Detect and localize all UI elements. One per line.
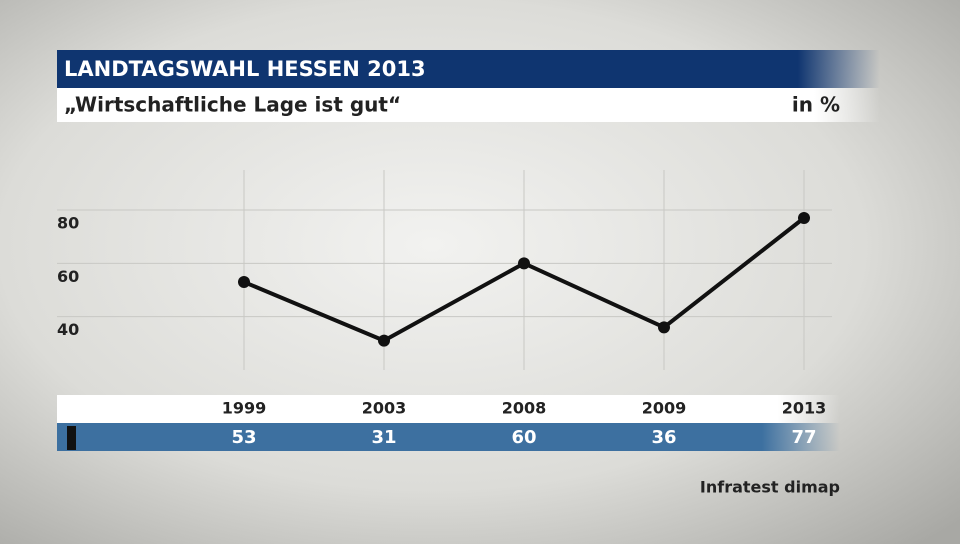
x-tick-label: 2013 (782, 399, 827, 418)
value-label: 31 (371, 427, 396, 448)
x-tick-label: 2003 (362, 399, 407, 418)
point (798, 212, 810, 224)
y-tick-label: 40 (57, 320, 79, 339)
category-row (57, 395, 840, 423)
title-bar (57, 50, 880, 88)
point (518, 257, 530, 270)
chart-subtitle: „Wirtschaftliche Lage ist gut“ (64, 93, 401, 117)
y-tick-label: 60 (57, 267, 79, 286)
point (658, 321, 670, 334)
point (238, 276, 250, 288)
value-row (57, 423, 840, 451)
chart-title: LANDTAGSWAHL HESSEN 2013 (64, 57, 426, 81)
y-tick-label: 80 (57, 214, 79, 233)
value-label: 36 (651, 427, 676, 448)
value-label: 60 (511, 427, 536, 448)
x-tick-label: 2008 (502, 399, 547, 418)
x-tick-label: 1999 (222, 399, 267, 418)
plot-area: 40 60 80 1999 53 2003 31 2008 60 2009 36 2013 77 (57, 170, 832, 448)
x-tick-label: 2009 (642, 399, 687, 418)
unit-label: in % (792, 93, 840, 117)
value-label: 77 (791, 427, 816, 448)
source: Infratest dimap (700, 478, 840, 497)
value-label: 53 (231, 427, 256, 448)
point (378, 334, 390, 347)
subtitle-bar (57, 88, 880, 122)
legend-swatch (67, 426, 76, 450)
